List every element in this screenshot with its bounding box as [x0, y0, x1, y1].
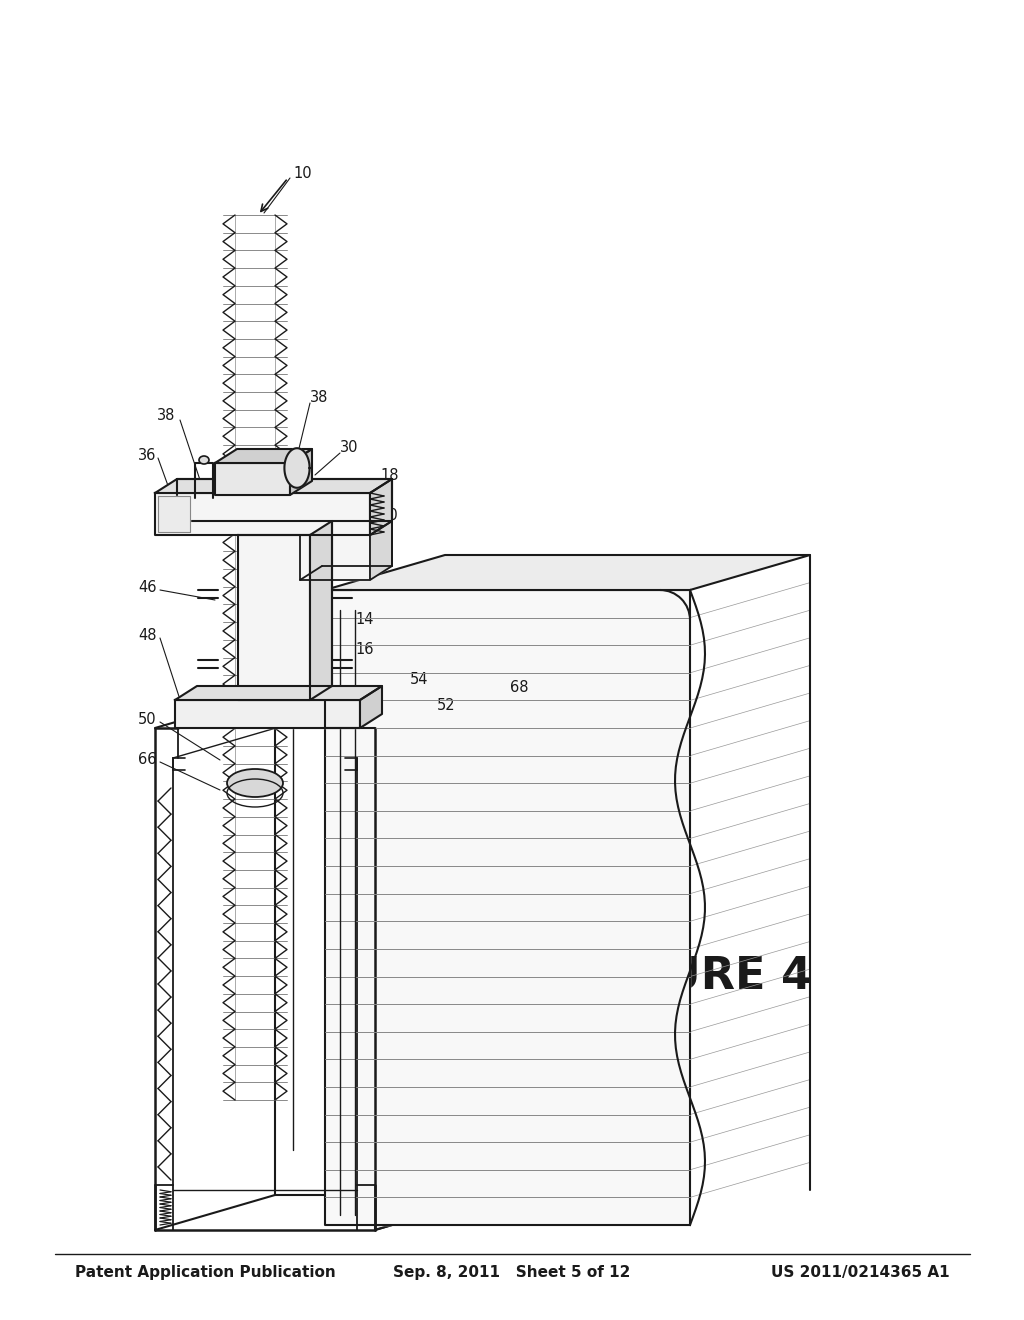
Polygon shape [238, 535, 310, 700]
Polygon shape [215, 449, 312, 463]
Polygon shape [360, 686, 382, 729]
Text: 18: 18 [380, 467, 398, 483]
Text: 16: 16 [355, 643, 374, 657]
Text: 40: 40 [355, 562, 374, 578]
Text: 48: 48 [138, 627, 157, 643]
Polygon shape [215, 463, 290, 495]
Text: 14: 14 [355, 612, 374, 627]
Polygon shape [370, 479, 392, 535]
Polygon shape [325, 554, 810, 590]
Text: 38: 38 [310, 391, 329, 405]
Text: 20: 20 [380, 507, 398, 523]
Polygon shape [175, 686, 382, 700]
Text: US 2011/0214365 A1: US 2011/0214365 A1 [771, 1265, 950, 1280]
Polygon shape [155, 479, 392, 492]
Text: 68: 68 [510, 681, 528, 696]
Polygon shape [158, 496, 190, 532]
Text: 46: 46 [138, 581, 157, 595]
Text: 12: 12 [347, 688, 366, 702]
Ellipse shape [199, 455, 209, 465]
Text: 50: 50 [138, 713, 157, 727]
Polygon shape [370, 521, 392, 579]
Text: 36: 36 [138, 447, 157, 462]
Polygon shape [285, 449, 309, 488]
Text: 30: 30 [340, 441, 358, 455]
Text: 52: 52 [437, 697, 456, 713]
Text: Patent Application Publication: Patent Application Publication [75, 1265, 336, 1280]
Text: Sep. 8, 2011   Sheet 5 of 12: Sep. 8, 2011 Sheet 5 of 12 [393, 1265, 631, 1280]
Polygon shape [175, 700, 360, 729]
Polygon shape [290, 449, 312, 495]
Text: FIGURE 4: FIGURE 4 [581, 956, 812, 998]
Text: 54: 54 [410, 672, 428, 688]
Ellipse shape [227, 770, 283, 797]
Polygon shape [310, 521, 332, 700]
Polygon shape [300, 535, 370, 579]
Polygon shape [375, 693, 495, 1230]
Text: 10: 10 [293, 165, 311, 181]
Polygon shape [325, 590, 690, 1225]
Text: 66: 66 [138, 752, 157, 767]
Text: 38: 38 [157, 408, 175, 422]
Polygon shape [155, 492, 370, 535]
